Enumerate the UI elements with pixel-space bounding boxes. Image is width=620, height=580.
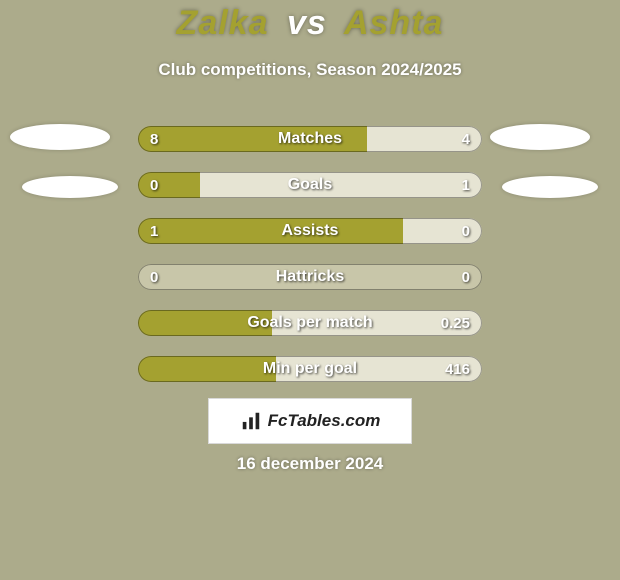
bars-icon — [240, 410, 262, 432]
date-text: 16 december 2024 — [0, 454, 620, 474]
placeholder-ellipse-2 — [490, 124, 590, 150]
stat-row: Goals per match0.25 — [138, 310, 482, 336]
title-player1: Zalka — [177, 4, 269, 42]
stat-bar-right — [403, 218, 482, 244]
stat-bar-right — [272, 310, 482, 336]
stat-row: Assists10 — [138, 218, 482, 244]
title-player2: Ashta — [344, 4, 443, 42]
badge-text: FcTables.com — [268, 411, 381, 431]
placeholder-ellipse-3 — [502, 176, 598, 198]
stat-bar-right — [276, 356, 482, 382]
stat-row: Min per goal416 — [138, 356, 482, 382]
stat-bar-right — [367, 126, 482, 152]
stat-bar-left — [138, 172, 200, 198]
stat-bar-left — [138, 218, 403, 244]
comparison-infographic: Zalka vs Ashta Club competitions, Season… — [0, 0, 620, 580]
stat-bar-right — [200, 172, 482, 198]
stat-bar-left — [138, 356, 276, 382]
page-title: Zalka vs Ashta — [0, 4, 620, 43]
stat-row: Goals01 — [138, 172, 482, 198]
title-vs: vs — [287, 4, 327, 42]
stat-row: Matches84 — [138, 126, 482, 152]
stat-bar-neutral — [138, 264, 482, 290]
stat-row: Hattricks00 — [138, 264, 482, 290]
subtitle: Club competitions, Season 2024/2025 — [0, 60, 620, 80]
placeholder-ellipse-1 — [22, 176, 118, 198]
placeholder-ellipse-0 — [10, 124, 110, 150]
fctables-badge: FcTables.com — [208, 398, 412, 444]
stat-bar-left — [138, 126, 367, 152]
stats-bars: Matches84 Goals01 Assists10 Hattricks00 Goal… — [138, 126, 482, 402]
stat-bar-left — [138, 310, 272, 336]
